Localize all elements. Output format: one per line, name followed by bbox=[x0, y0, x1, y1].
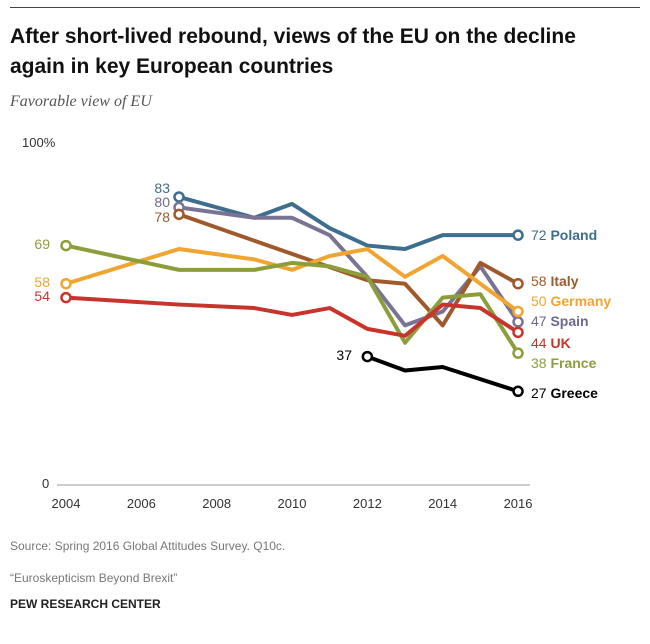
start-marker-italy bbox=[173, 208, 185, 221]
series-name-label: Poland bbox=[550, 227, 597, 243]
series-line-germany bbox=[65, 247, 520, 314]
chart-subtitle: Favorable view of EU bbox=[10, 93, 152, 110]
start-value-label: 83 bbox=[154, 180, 170, 196]
start-value-label: 54 bbox=[34, 288, 50, 304]
series-name-label: France bbox=[550, 355, 596, 371]
start-value-label: 69 bbox=[34, 236, 50, 252]
end-marker-spain bbox=[512, 316, 524, 328]
series-name-label: Greece bbox=[550, 385, 598, 401]
end-label-uk: 44 UK bbox=[531, 335, 571, 351]
x-tick-label: 2008 bbox=[202, 496, 231, 511]
y-tick-label: 100% bbox=[22, 135, 56, 150]
start-marker-germany bbox=[60, 277, 72, 290]
series-line-poland bbox=[178, 195, 519, 252]
start-marker-greece bbox=[361, 350, 374, 363]
series-name-label: UK bbox=[550, 335, 570, 351]
end-value-label: 58 bbox=[531, 273, 550, 289]
start-value-label: 80 bbox=[154, 194, 170, 210]
end-label-spain: 47 Spain bbox=[531, 313, 589, 329]
start-marker-uk bbox=[60, 291, 72, 304]
end-marker-germany bbox=[512, 305, 524, 318]
end-label-italy: 58 Italy bbox=[531, 273, 579, 289]
end-value-label: 44 bbox=[531, 335, 550, 351]
end-value-label: 50 bbox=[531, 293, 550, 309]
x-tick-label: 2004 bbox=[52, 496, 81, 511]
series-line-greece bbox=[366, 354, 519, 394]
x-tick-label: 2014 bbox=[428, 496, 457, 511]
end-value-label: 72 bbox=[531, 227, 550, 243]
top-rule bbox=[10, 7, 640, 8]
x-tick-label: 2006 bbox=[127, 496, 156, 511]
end-label-germany: 50 Germany bbox=[531, 293, 611, 309]
end-marker-uk bbox=[512, 326, 524, 339]
end-marker-poland bbox=[512, 229, 524, 241]
organization-name: PEW RESEARCH CENTER bbox=[10, 597, 161, 611]
x-tick-label: 2012 bbox=[353, 496, 382, 511]
end-label-greece: 27 Greece bbox=[531, 385, 598, 401]
report-title: “Euroskepticism Beyond Brexit” bbox=[10, 571, 178, 585]
x-tick-label: 2010 bbox=[278, 496, 307, 511]
series-line-uk bbox=[65, 295, 520, 338]
x-tick-label: 2016 bbox=[504, 496, 533, 511]
start-value-label: 37 bbox=[336, 347, 352, 363]
start-marker-france bbox=[60, 239, 72, 252]
series-name-label: Germany bbox=[550, 293, 611, 309]
end-value-label: 27 bbox=[531, 385, 550, 401]
end-value-label: 47 bbox=[531, 313, 550, 329]
start-value-label: 58 bbox=[34, 274, 50, 290]
end-marker-italy bbox=[512, 277, 524, 290]
end-value-label: 38 bbox=[531, 355, 550, 371]
y-tick-label: 0 bbox=[42, 476, 49, 491]
series-name-label: Spain bbox=[550, 313, 588, 329]
end-marker-greece bbox=[512, 385, 524, 398]
source-note: Source: Spring 2016 Global Attitudes Sur… bbox=[10, 539, 286, 553]
start-marker-poland bbox=[173, 191, 185, 203]
end-label-poland: 72 Poland bbox=[531, 227, 597, 243]
start-value-label: 78 bbox=[154, 209, 170, 225]
series-line-france bbox=[65, 243, 520, 355]
series-name-label: Italy bbox=[550, 273, 578, 289]
chart-title: After short-lived rebound, views of the … bbox=[10, 25, 576, 78]
end-marker-france bbox=[512, 347, 524, 359]
end-label-france: 38 France bbox=[531, 355, 597, 371]
